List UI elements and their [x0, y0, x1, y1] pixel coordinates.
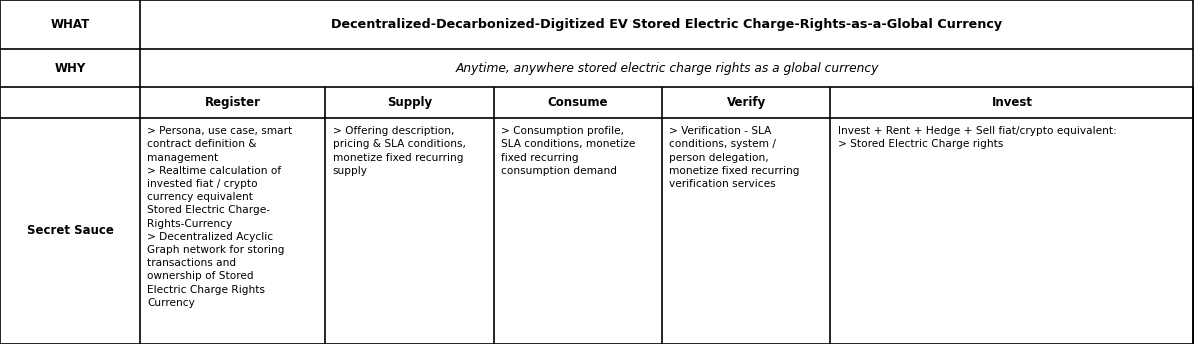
Text: Anytime, anywhere stored electric charge rights as a global currency: Anytime, anywhere stored electric charge…: [455, 62, 879, 75]
Text: > Consumption profile,
SLA conditions, monetize
fixed recurring
consumption dema: > Consumption profile, SLA conditions, m…: [501, 126, 635, 176]
Text: Secret Sauce: Secret Sauce: [26, 224, 113, 237]
Text: WHAT: WHAT: [50, 18, 90, 31]
Text: > Persona, use case, smart
contract definition &
management
> Realtime calculati: > Persona, use case, smart contract defi…: [148, 126, 293, 308]
Text: > Offering description,
pricing & SLA conditions,
monetize fixed recurring
suppl: > Offering description, pricing & SLA co…: [332, 126, 466, 176]
Text: WHY: WHY: [55, 62, 86, 75]
Text: Supply: Supply: [387, 96, 432, 109]
Text: Register: Register: [205, 96, 260, 109]
Text: Decentralized-Decarbonized-Digitized EV Stored Electric Charge-Rights-as-a-Globa: Decentralized-Decarbonized-Digitized EV …: [331, 18, 1003, 31]
Text: Verify: Verify: [727, 96, 765, 109]
Text: Invest + Rent + Hedge + Sell fiat/crypto equivalent:
> Stored Electric Charge ri: Invest + Rent + Hedge + Sell fiat/crypto…: [838, 126, 1116, 149]
Text: > Verification - SLA
conditions, system /
person delegation,
monetize fixed recu: > Verification - SLA conditions, system …: [669, 126, 800, 189]
Text: Consume: Consume: [548, 96, 608, 109]
Text: Invest: Invest: [991, 96, 1033, 109]
